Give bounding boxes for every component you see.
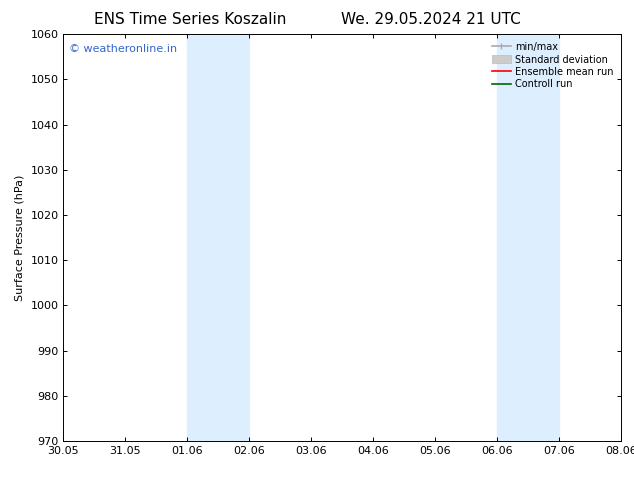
Text: ENS Time Series Koszalin: ENS Time Series Koszalin <box>94 12 287 27</box>
Text: We. 29.05.2024 21 UTC: We. 29.05.2024 21 UTC <box>341 12 521 27</box>
Bar <box>188 34 249 441</box>
Text: © weatheronline.in: © weatheronline.in <box>69 45 177 54</box>
Bar <box>497 34 559 441</box>
Y-axis label: Surface Pressure (hPa): Surface Pressure (hPa) <box>15 174 25 301</box>
Legend: min/max, Standard deviation, Ensemble mean run, Controll run: min/max, Standard deviation, Ensemble me… <box>489 39 616 92</box>
